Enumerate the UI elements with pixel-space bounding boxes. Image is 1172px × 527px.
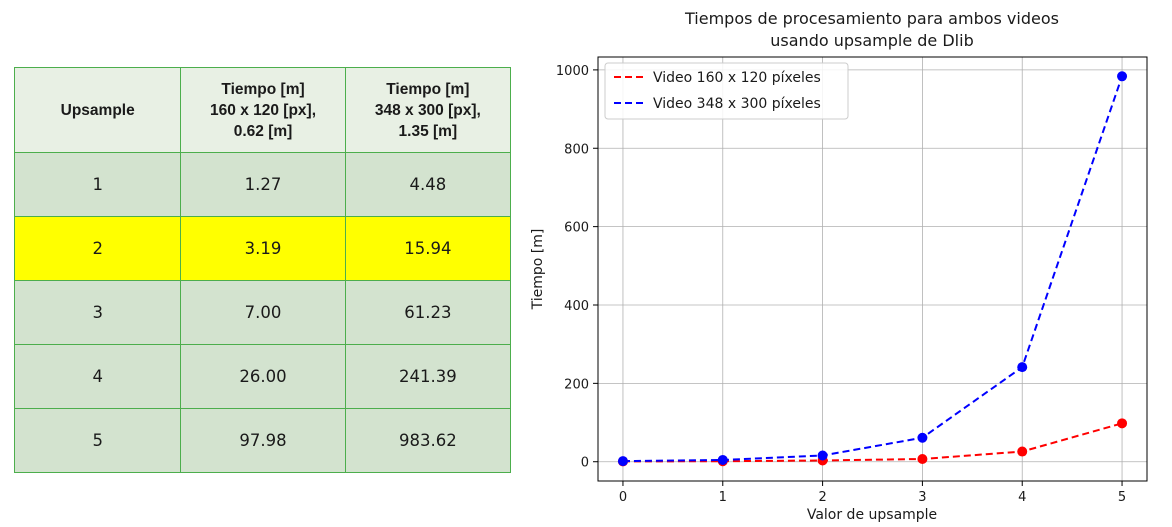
x-axis-ticks: 0 1 2 3 4 5 <box>619 481 1126 505</box>
header-line: 348 x 300 [px], <box>374 101 481 119</box>
table-row: 3 7.00 61.23 <box>13 280 512 345</box>
series-lines <box>622 75 1123 463</box>
series-line-1 <box>622 75 1123 463</box>
table-row: 2 3.19 15.94 <box>13 216 512 281</box>
header-line: Upsample <box>60 101 135 119</box>
legend: Video 160 x 120 píxeles Video 348 x 300 … <box>604 62 849 120</box>
table-row: 1 1.27 4.48 <box>13 152 512 217</box>
table-cell: 3.19 <box>180 216 346 281</box>
header-line: 0.62 [m] <box>233 122 293 140</box>
table-cell: 4 <box>13 344 182 409</box>
table-row: 4 26.00 241.39 <box>13 344 512 409</box>
table-cell: 5 <box>13 408 182 473</box>
x-tick-label: 5 <box>1118 490 1126 505</box>
table-header-row: Upsample Tiempo [m] 160 x 120 [px], 0.62… <box>13 67 512 153</box>
results-table: Upsample Tiempo [m] 160 x 120 [px], 0.62… <box>13 67 512 473</box>
x-tick-label: 3 <box>918 490 926 505</box>
table-cell: 97.98 <box>180 408 346 473</box>
table-cell: 1.27 <box>180 152 346 217</box>
legend-label-red: Video 160 x 120 píxeles <box>653 70 821 86</box>
y-tick-label: 200 <box>564 377 589 392</box>
table-row: 5 97.98 983.62 <box>13 408 512 473</box>
header-time-small-video: Tiempo [m] 160 x 120 [px], 0.62 [m] <box>180 67 346 153</box>
data-point <box>917 432 928 443</box>
table-cell: 26.00 <box>180 344 346 409</box>
table-cell: 1 <box>13 152 182 217</box>
y-tick-label: 400 <box>564 299 589 314</box>
data-point <box>1017 362 1028 373</box>
y-tick-label: 0 <box>581 456 589 471</box>
legend-box <box>604 62 849 120</box>
y-tick-label: 600 <box>564 221 589 236</box>
table-cell: 61.23 <box>344 280 512 345</box>
processing-time-chart: Tiempos de procesamiento para ambos vide… <box>530 9 1148 523</box>
grid-lines <box>598 57 1147 481</box>
header-line: 160 x 120 [px], <box>210 101 317 119</box>
x-axis-label: Valor de upsample <box>807 507 937 523</box>
chart-title-line-1: Tiempos de procesamiento para ambos vide… <box>684 9 1059 28</box>
y-tick-label: 1000 <box>556 64 589 79</box>
header-line: Tiempo [m] <box>221 80 305 98</box>
y-axis-ticks: 0 200 400 600 800 1000 <box>556 64 598 471</box>
chart-title-line-2: usando upsample de Dlib <box>770 31 973 50</box>
data-point <box>617 456 628 467</box>
table-cell: 3 <box>13 280 182 345</box>
x-tick-label: 4 <box>1018 490 1026 505</box>
data-point <box>1117 418 1128 429</box>
table-cell: 983.62 <box>344 408 512 473</box>
header-line: Tiempo [m] <box>386 80 470 98</box>
legend-label-blue: Video 348 x 300 píxeles <box>653 96 821 112</box>
header-upsample: Upsample <box>13 67 182 153</box>
series-line-0 <box>622 422 1123 463</box>
data-point <box>717 454 728 465</box>
table-cell: 15.94 <box>344 216 512 281</box>
plot-frame <box>597 56 1148 482</box>
y-tick-label: 800 <box>564 142 589 157</box>
table-cell: 7.00 <box>180 280 346 345</box>
data-point <box>917 453 928 464</box>
header-time-large-video: Tiempo [m] 348 x 300 [px], 1.35 [m] <box>344 67 512 153</box>
table-cell: 241.39 <box>344 344 512 409</box>
x-tick-label: 0 <box>619 490 627 505</box>
series-points <box>617 71 1128 467</box>
y-axis-label: Tiempo [m] <box>530 229 546 311</box>
header-line: 1.35 [m] <box>398 122 458 140</box>
data-point <box>1117 71 1128 82</box>
x-tick-label: 1 <box>719 490 727 505</box>
data-point <box>817 450 828 461</box>
x-tick-label: 2 <box>818 490 826 505</box>
table-cell: 4.48 <box>344 152 512 217</box>
table-cell: 2 <box>13 216 182 281</box>
data-point <box>1017 446 1028 457</box>
